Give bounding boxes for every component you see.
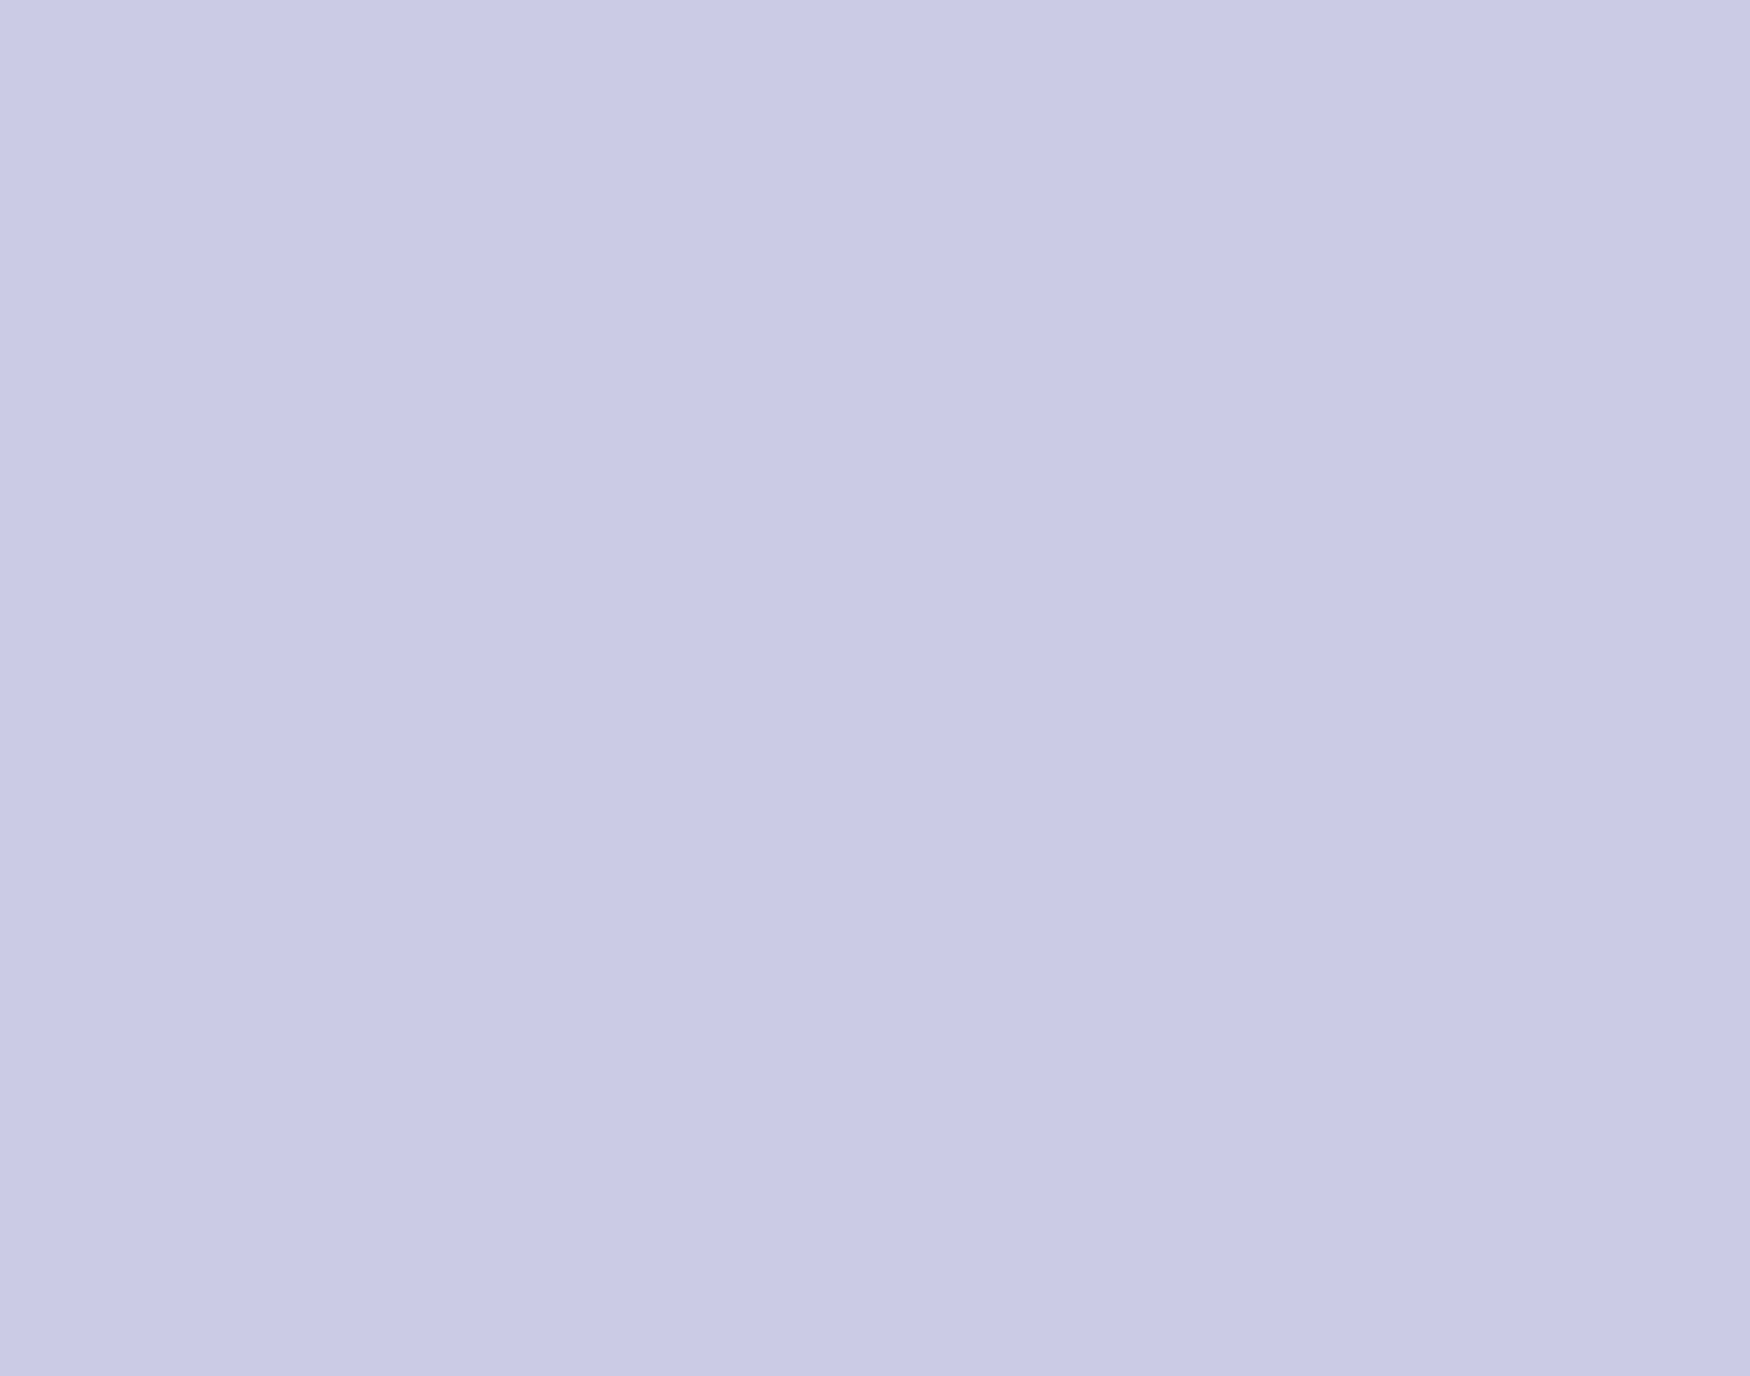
network-svg [0, 0, 1750, 1376]
gene-network-figure [0, 0, 1750, 1376]
